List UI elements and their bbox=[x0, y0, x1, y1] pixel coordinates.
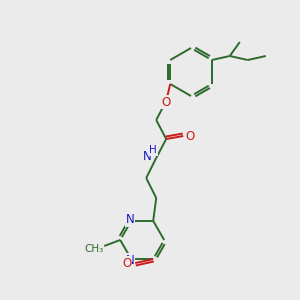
Text: O: O bbox=[186, 130, 195, 142]
Text: O: O bbox=[162, 95, 171, 109]
Text: CH₃: CH₃ bbox=[85, 244, 104, 254]
Text: N: N bbox=[126, 213, 135, 226]
Text: N: N bbox=[143, 151, 152, 164]
Text: H: H bbox=[149, 145, 157, 155]
Text: H: H bbox=[121, 262, 128, 272]
Text: O: O bbox=[123, 256, 132, 270]
Text: N: N bbox=[126, 254, 135, 267]
